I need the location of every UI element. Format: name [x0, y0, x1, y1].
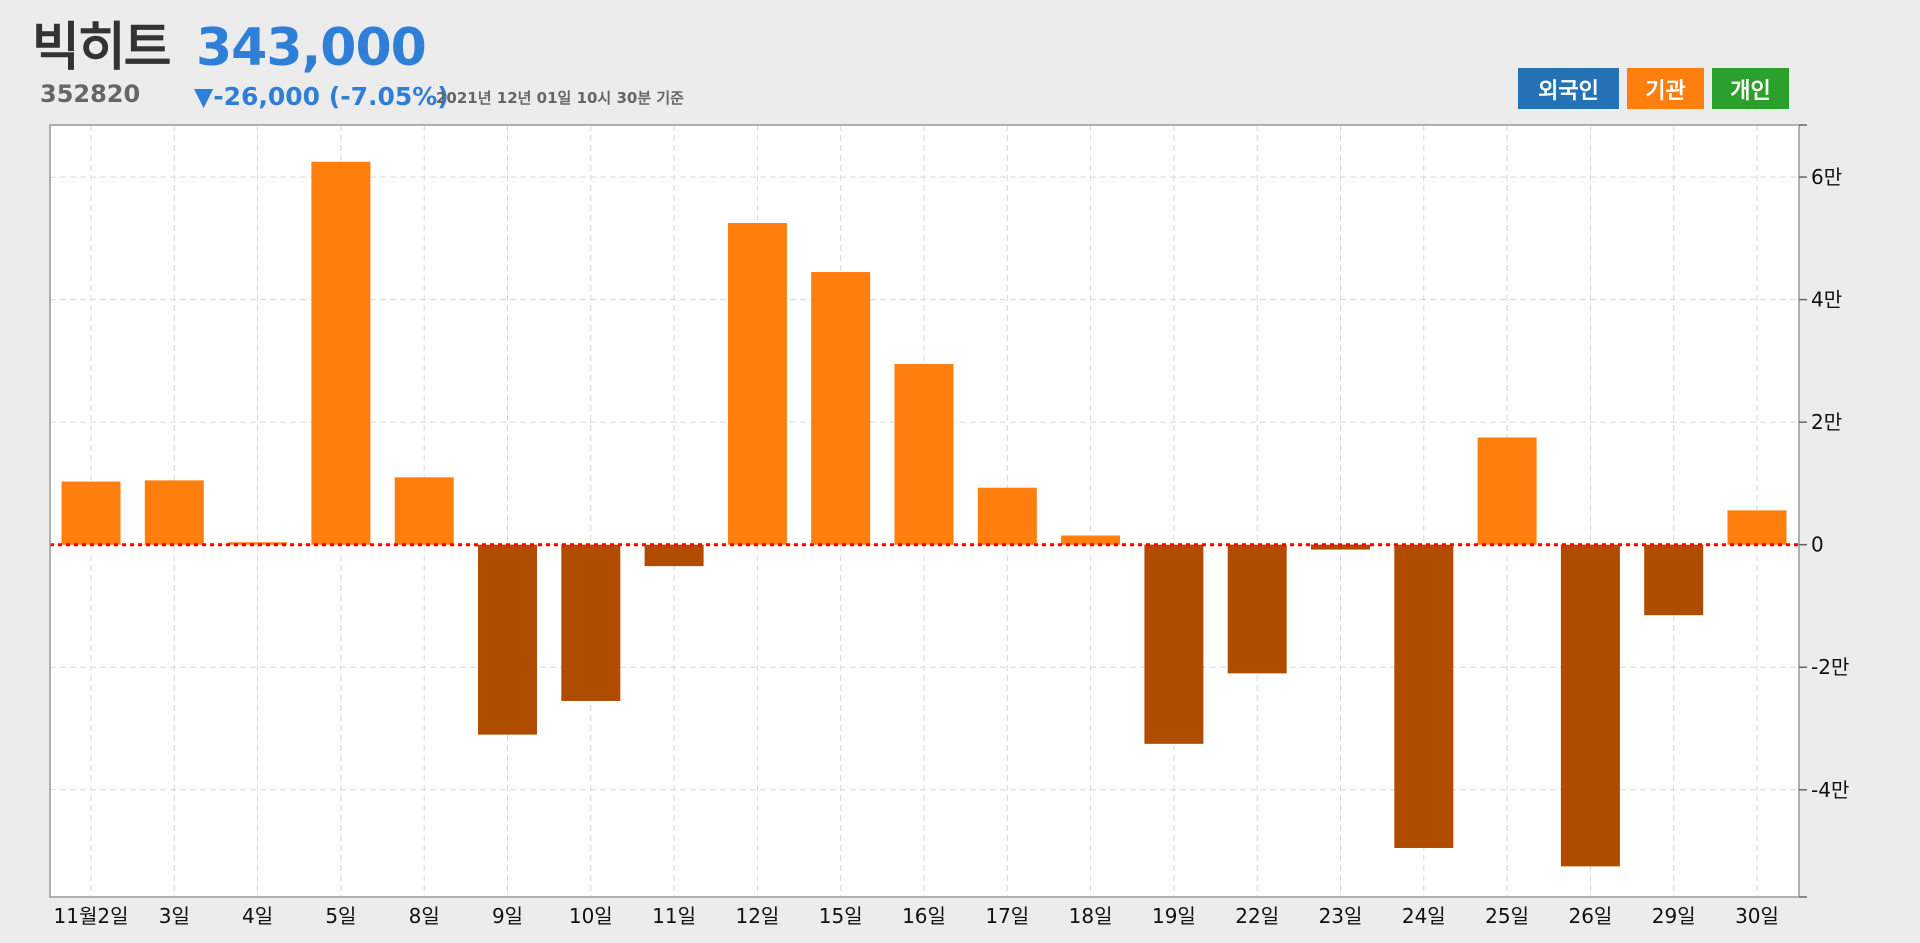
bar-5일: [311, 161, 371, 545]
bar-4일: [228, 542, 288, 545]
x-tick-label: 22일: [1235, 904, 1279, 928]
bar-17일: [977, 487, 1037, 545]
stock-name: 빅히트: [32, 18, 172, 78]
stock-price: 343,000: [196, 18, 427, 78]
x-tick-label: 26일: [1568, 904, 1612, 928]
y-tick-label: -2만: [1811, 655, 1849, 679]
bar-24일: [1394, 544, 1454, 848]
x-tick-label: 9일: [492, 904, 523, 928]
x-tick-label: 29일: [1652, 904, 1696, 928]
foreign-investor-button[interactable]: 외국인: [1518, 68, 1619, 109]
y-tick-label: 4만: [1811, 288, 1842, 312]
x-tick-label: 4일: [242, 904, 273, 928]
x-tick-label: 3일: [159, 904, 190, 928]
y-tick-label: 2만: [1811, 410, 1842, 434]
x-tick-label: 11일: [652, 904, 696, 928]
x-tick-label: 8일: [409, 904, 440, 928]
y-tick-label: 6만: [1811, 165, 1842, 189]
investor-legend: 외국인 기관 개인: [1518, 68, 1789, 109]
stock-timestamp: 2021년 12년 01일 10시 30분 기준: [436, 89, 684, 107]
x-tick-label: 25일: [1485, 904, 1529, 928]
plot-frame: [49, 124, 1800, 898]
bar-26일: [1560, 544, 1620, 867]
bar-11월2일: [61, 481, 121, 545]
bar-11일: [644, 544, 704, 567]
x-tick-label: 23일: [1319, 904, 1363, 928]
bar-15일: [811, 272, 871, 545]
x-tick-label: 5일: [325, 904, 356, 928]
bar-29일: [1644, 544, 1704, 616]
institution-investor-button[interactable]: 기관: [1627, 68, 1704, 109]
bar-23일: [1311, 544, 1370, 550]
y-tick-label: -4만: [1811, 778, 1849, 802]
stock-code: 352820: [40, 80, 141, 108]
chart-area: 6만 4만 2만 0 -2만 -4만 11월2일 3일 4일 5일 8일 9일 10일 11일 12일 15일…: [0, 120, 1920, 939]
x-tick-label: 30일: [1735, 904, 1779, 928]
y-tick-label: 0: [1811, 533, 1824, 557]
stock-header: 빅히트 343,000 352820 ▼-26,000 (-7.05%) 202…: [0, 0, 1920, 125]
x-tick-label: 16일: [902, 904, 946, 928]
x-tick-label: 24일: [1402, 904, 1446, 928]
bar-22일: [1227, 544, 1287, 674]
x-tick-label: 18일: [1069, 904, 1113, 928]
x-tick-label: 17일: [985, 904, 1029, 928]
bar-10일: [561, 544, 621, 701]
bar-12일: [727, 223, 787, 545]
x-tick-label: 11월2일: [54, 904, 129, 928]
x-tick-label: 12일: [735, 904, 779, 928]
bar-19일: [1144, 544, 1204, 744]
x-tick-label: 15일: [819, 904, 863, 928]
bar-30일: [1727, 510, 1787, 545]
individual-investor-button[interactable]: 개인: [1712, 68, 1789, 109]
bar-3일: [144, 480, 204, 545]
bar-9일: [478, 544, 537, 735]
x-tick-label: 19일: [1152, 904, 1196, 928]
bar-25일: [1477, 437, 1537, 545]
bar-18일: [1061, 535, 1121, 545]
x-tick-label: 10일: [569, 904, 613, 928]
stock-change: ▼-26,000 (-7.05%): [194, 82, 449, 111]
bar-8일: [394, 477, 454, 545]
bar-chart: 6만 4만 2만 0 -2만 -4만 11월2일 3일 4일 5일 8일 9일 10일 11일 12일 15일…: [49, 124, 1849, 928]
bar-16일: [894, 363, 954, 545]
